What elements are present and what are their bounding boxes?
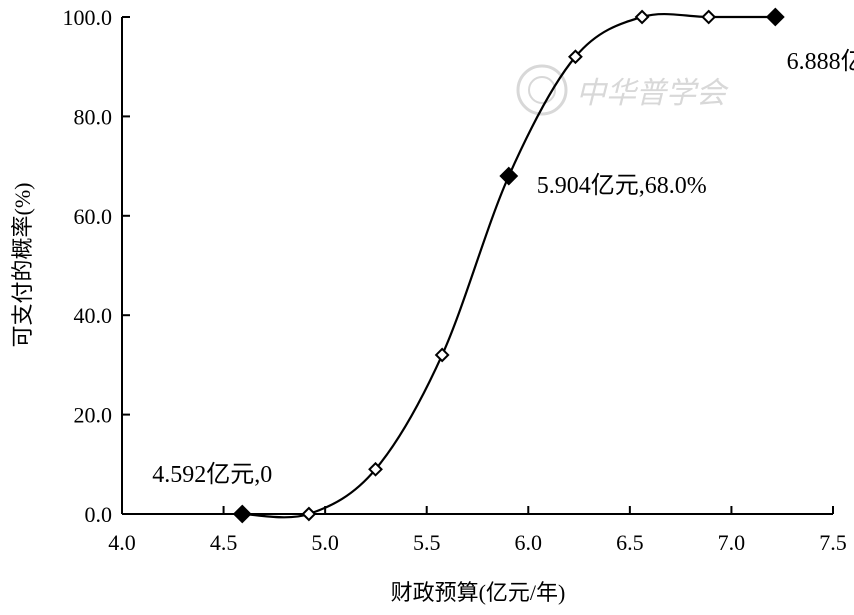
watermark: 中华普学会 (516, 64, 729, 116)
data-point-filled (499, 166, 519, 186)
data-point-open (701, 9, 717, 25)
data-point-open (368, 461, 383, 477)
y-axis-label: 可支付的概率(%) (10, 183, 35, 348)
x-tick-label: 7.5 (819, 530, 847, 555)
data-point-filled (232, 504, 252, 524)
probability-curve (242, 12, 776, 519)
watermark-seal-inner (528, 76, 556, 104)
y-tick-label: 80.0 (74, 104, 113, 129)
data-markers (232, 7, 785, 524)
x-ticks: 4.0 4.5 5.0 5.5 6.0 6.5 7.0 7.5 (108, 506, 847, 555)
y-tick-label: 100.0 (63, 5, 113, 30)
data-point-open (434, 347, 450, 363)
axes (121, 17, 833, 515)
watermark-text: 中华普学会 (576, 77, 729, 110)
x-tick-label: 5.5 (413, 530, 441, 555)
data-point-open (301, 506, 317, 522)
x-tick-label: 4.5 (210, 530, 238, 555)
data-point-filled (765, 7, 785, 27)
y-tick-label: 0.0 (85, 502, 113, 527)
x-tick-label: 5.0 (311, 530, 339, 555)
x-tick-label: 4.0 (108, 530, 136, 555)
watermark-seal-icon (516, 64, 568, 116)
annotation-label: 5.904亿元,68.0% (537, 172, 707, 199)
x-axis-label: 财政预算(亿元/年) (391, 580, 566, 605)
x-tick-label: 6.0 (515, 530, 543, 555)
data-point-open (634, 9, 650, 25)
y-tick-label: 60.0 (74, 204, 113, 229)
annotation-label: 4.592亿元,0 (152, 461, 272, 488)
y-tick-label: 20.0 (74, 403, 113, 428)
annotations: 4.592亿元,0 5.904亿元,68.0% 6.888亿元,100.0% (152, 48, 854, 488)
x-tick-label: 6.5 (616, 530, 644, 555)
data-point-open (568, 49, 583, 65)
x-tick-label: 7.0 (718, 530, 746, 555)
annotation-label: 6.888亿元,100.0% (787, 48, 854, 75)
y-ticks: 0.0 20.0 40.0 60.0 80.0 100.0 (63, 5, 130, 527)
y-tick-label: 40.0 (74, 303, 113, 328)
plot-area (232, 7, 785, 524)
